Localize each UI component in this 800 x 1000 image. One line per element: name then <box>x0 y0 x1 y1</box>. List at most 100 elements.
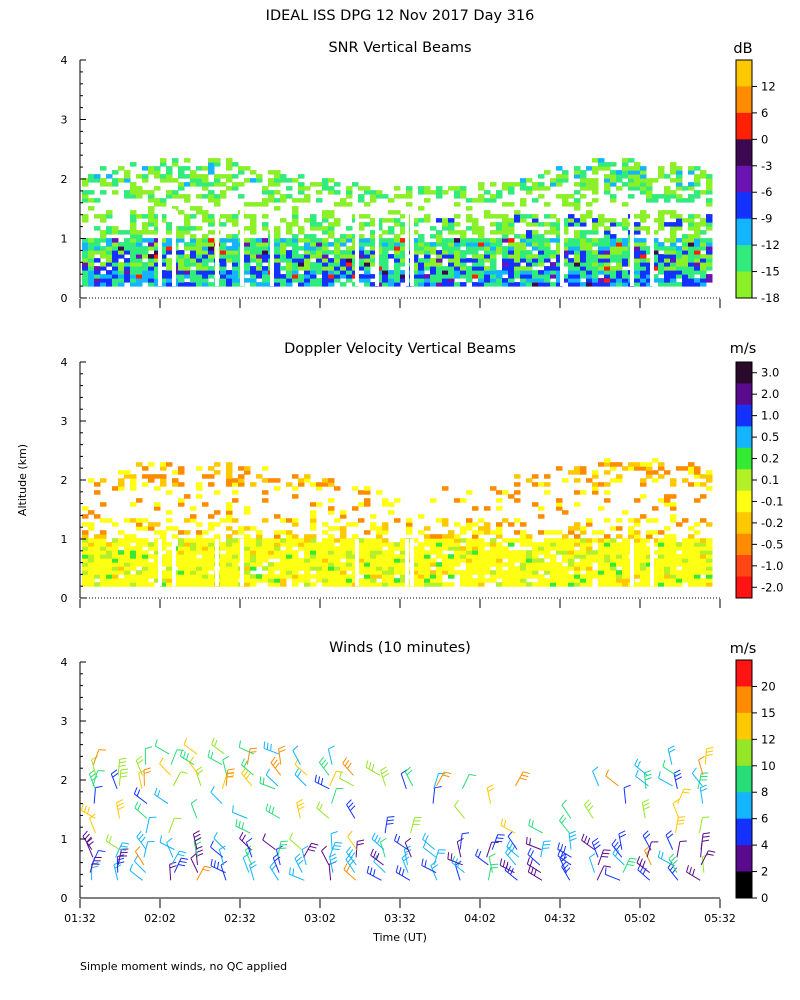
snr-cell <box>448 282 455 287</box>
snr-cell <box>160 214 167 219</box>
doppler-cell <box>256 558 263 563</box>
doppler-cell <box>346 574 353 579</box>
doppler-cell <box>508 566 515 571</box>
snr-cell <box>334 222 341 227</box>
snr-cell <box>688 282 695 287</box>
doppler-cell <box>676 546 683 551</box>
snr-cell <box>568 270 575 275</box>
doppler-cell <box>148 522 155 527</box>
doppler-cell <box>286 482 293 487</box>
snr-cell <box>136 278 143 283</box>
doppler-cell <box>610 526 617 531</box>
wind-barb-flag <box>318 756 325 763</box>
snr-cell <box>592 258 599 263</box>
snr-cell <box>382 230 389 235</box>
doppler-cell <box>664 534 671 539</box>
doppler-cell <box>196 486 203 491</box>
doppler-cell <box>622 566 629 571</box>
snr-cell <box>574 246 581 251</box>
doppler-cell <box>592 550 599 555</box>
wind-barb-flag <box>266 742 269 750</box>
snr-cell <box>640 274 647 279</box>
doppler-cell <box>688 526 695 531</box>
doppler-cell <box>460 498 467 503</box>
snr-cell <box>166 170 173 175</box>
wind-barb <box>192 833 198 850</box>
snr-cell <box>196 206 203 211</box>
wind-barb-flag <box>401 868 405 876</box>
snr-cell <box>178 170 185 175</box>
wind-barb <box>699 787 704 804</box>
doppler-cell <box>220 558 227 563</box>
snr-cell <box>478 242 485 247</box>
snr-cell <box>598 270 605 275</box>
snr-cell <box>364 190 371 195</box>
snr-cell <box>694 254 701 259</box>
snr-cell <box>436 254 443 259</box>
snr-cell <box>532 230 539 235</box>
y-tick-label: 3 <box>61 415 68 428</box>
snr-cell <box>292 270 299 275</box>
doppler-cell <box>358 538 365 543</box>
snr-cell <box>664 250 671 255</box>
snr-cell <box>400 222 407 227</box>
doppler-cell <box>664 538 671 543</box>
snr-cell <box>340 234 347 239</box>
snr-cell <box>652 262 659 267</box>
snr-cell <box>562 202 569 207</box>
doppler-cell <box>328 482 335 487</box>
wind-barb-flag <box>561 817 567 824</box>
snr-cell <box>664 194 671 199</box>
snr-cell <box>160 158 167 163</box>
doppler-cell <box>460 546 467 551</box>
doppler-cell <box>130 482 137 487</box>
doppler-cell <box>670 506 677 511</box>
snr-cell <box>646 186 653 191</box>
snr-cell <box>688 222 695 227</box>
doppler-cell <box>472 558 479 563</box>
doppler-cell <box>118 478 125 483</box>
snr-cell <box>88 254 95 259</box>
snr-cell <box>286 186 293 191</box>
doppler-cell <box>544 562 551 567</box>
doppler-cell <box>634 522 641 527</box>
snr-cell <box>688 270 695 275</box>
doppler-cell <box>616 582 623 587</box>
doppler-cell <box>676 522 683 527</box>
snr-cell <box>262 254 269 259</box>
snr-cell <box>616 282 623 287</box>
snr-cell <box>118 246 125 251</box>
doppler-cell <box>94 562 101 567</box>
snr-cell <box>244 266 251 271</box>
snr-cell <box>124 194 131 199</box>
doppler-cell <box>418 574 425 579</box>
snr-cell <box>166 246 173 251</box>
snr-cell <box>190 262 197 267</box>
doppler-cell <box>442 522 449 527</box>
snr-cell <box>682 270 689 275</box>
snr-cell <box>586 210 593 215</box>
snr-cell <box>142 278 149 283</box>
doppler-cell <box>700 482 707 487</box>
wind-barb-flag <box>348 849 354 856</box>
wind-barb-flag <box>157 789 161 797</box>
doppler-cell <box>478 562 485 567</box>
doppler-cell <box>640 462 647 467</box>
doppler-cell <box>664 550 671 555</box>
snr-cell <box>118 178 125 183</box>
doppler-cell <box>388 582 395 587</box>
snr-cell <box>706 174 713 179</box>
colorbar-swatch <box>736 426 752 449</box>
doppler-cell <box>178 482 185 487</box>
doppler-cell <box>670 538 677 543</box>
snr-cell <box>676 166 683 171</box>
snr-cell <box>370 198 377 203</box>
doppler-cell <box>688 566 695 571</box>
snr-cell <box>382 238 389 243</box>
doppler-cell <box>478 566 485 571</box>
snr-cell <box>454 262 461 267</box>
doppler-cell <box>136 546 143 551</box>
doppler-cell <box>448 534 455 539</box>
doppler-cell <box>382 566 389 571</box>
doppler-cell <box>292 562 299 567</box>
